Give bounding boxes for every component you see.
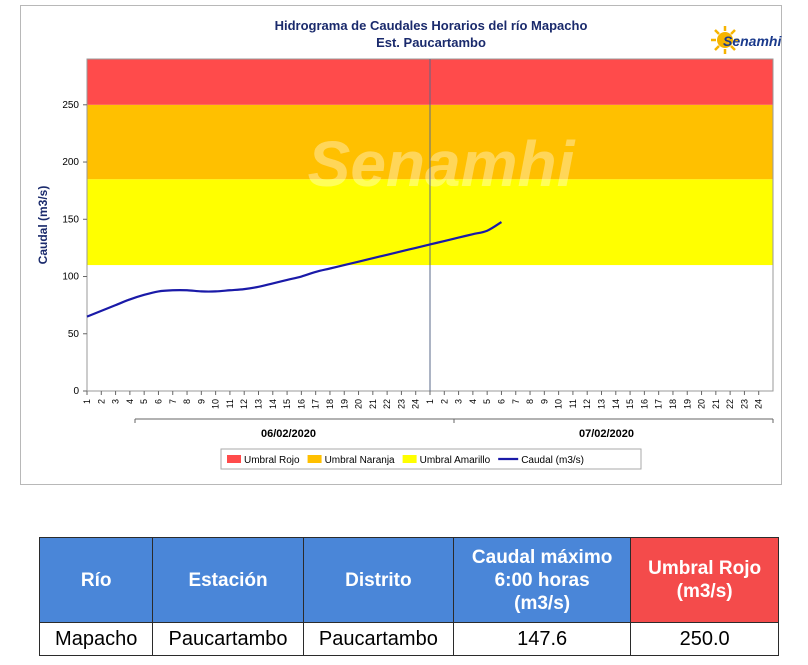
cell-caudal-maximo: 147.6 [453,622,632,656]
x-tick-label: 21 [711,399,721,409]
x-tick-label: 7 [168,399,178,404]
x-tick-label: 2 [439,399,449,404]
chart-title: Hidrograma de Caudales Horarios del río … [275,18,588,33]
x-tick-label: 24 [411,399,421,409]
date-group-label: 06/02/2020 [261,428,316,440]
header-estacion: Estación [152,537,304,623]
x-tick-label: 7 [511,399,521,404]
x-tick-label: 22 [382,399,392,409]
date-group-label: 07/02/2020 [579,428,634,440]
x-tick-label: 6 [496,399,506,404]
x-tick-label: 20 [354,399,364,409]
x-tick-label: 2 [96,399,106,404]
x-tick-label: 3 [454,399,464,404]
x-tick-label: 16 [296,399,306,409]
cell-estacion: Paucartambo [152,622,304,656]
x-tick-label: 13 [597,399,607,409]
x-tick-label: 14 [611,399,621,409]
x-tick-label: 8 [182,399,192,404]
x-tick-label: 1 [82,399,92,404]
x-tick-label: 9 [539,399,549,404]
x-tick-label: 6 [153,399,163,404]
chart-subtitle: Est. Paucartambo [376,35,486,50]
legend-label: Umbral Amarillo [420,455,491,466]
x-tick-label: 8 [525,399,535,404]
senamhi-logo: Senamhi [711,26,782,54]
x-tick-label: 16 [639,399,649,409]
y-axis-label: Caudal (m3/s) [36,186,50,265]
header-distrito: Distrito [302,537,455,623]
x-tick-label: 11 [225,399,235,408]
x-tick-label: 10 [211,399,221,409]
legend-swatch [227,455,241,463]
x-tick-label: 14 [268,399,278,409]
x-tick-label: 12 [582,399,592,409]
legend-label: Umbral Rojo [244,455,300,466]
y-tick-label: 50 [68,329,80,340]
table-row: Mapacho Paucartambo Paucartambo 147.6 25… [38,622,779,656]
legend-swatch [307,455,322,463]
x-tick-label: 19 [339,399,349,409]
x-tick-label: 10 [554,399,564,409]
x-tick-label: 15 [282,399,292,409]
x-tick-label: 4 [468,399,478,404]
header-caudal-maximo: Caudal máximo 6:00 horas (m3/s) [453,537,632,623]
header-rio: Río [38,537,154,623]
chart-frame: Hidrograma de Caudales Horarios del río … [20,5,782,485]
x-tick-label: 11 [568,399,578,408]
x-tick-label: 22 [725,399,735,409]
summary-table: Río Estación Distrito Caudal máximo 6:00 … [38,537,779,656]
header-umbral-rojo: Umbral Rojo (m3/s) [630,537,779,623]
x-tick-label: 23 [396,399,406,409]
x-tick-label: 12 [239,399,249,409]
x-tick-label: 17 [654,399,664,409]
x-tick-label: 18 [325,399,335,409]
legend-label: Umbral Naranja [325,455,395,466]
x-tick-label: 21 [368,399,378,409]
x-tick-label: 23 [739,399,749,409]
legend-label: Caudal (m3/s) [521,455,584,466]
legend-swatch [402,455,417,463]
cell-umbral-rojo: 250.0 [630,622,779,656]
x-tick-label: 17 [311,399,321,409]
cell-distrito: Paucartambo [302,622,455,656]
watermark-text: Senamhi [308,128,576,200]
hydrograph-chart: Hidrograma de Caudales Horarios del río … [36,18,774,470]
x-tick-label: 24 [754,399,764,409]
logo-text: Senamhi [723,33,782,49]
legend-box [220,448,642,470]
x-tick-label: 15 [625,399,635,409]
x-tick-label: 20 [697,399,707,409]
x-tick-label: 4 [125,399,135,404]
table-header-row: Río Estación Distrito Caudal máximo 6:00 … [38,537,779,623]
x-tick-label: 3 [111,399,121,404]
y-tick-label: 0 [73,386,79,397]
y-tick-label: 250 [62,100,79,111]
x-tick-label: 5 [139,399,149,404]
series-line-caudal [86,221,503,318]
x-tick-label: 5 [482,399,492,404]
x-tick-label: 1 [425,399,435,404]
x-tick-label: 19 [682,399,692,409]
cell-rio: Mapacho [38,622,154,656]
x-tick-label: 18 [668,399,678,409]
x-tick-label: 9 [196,399,206,404]
y-tick-label: 150 [62,214,79,225]
y-tick-label: 100 [62,272,79,283]
y-tick-label: 200 [62,157,79,168]
x-tick-label: 13 [254,399,264,409]
